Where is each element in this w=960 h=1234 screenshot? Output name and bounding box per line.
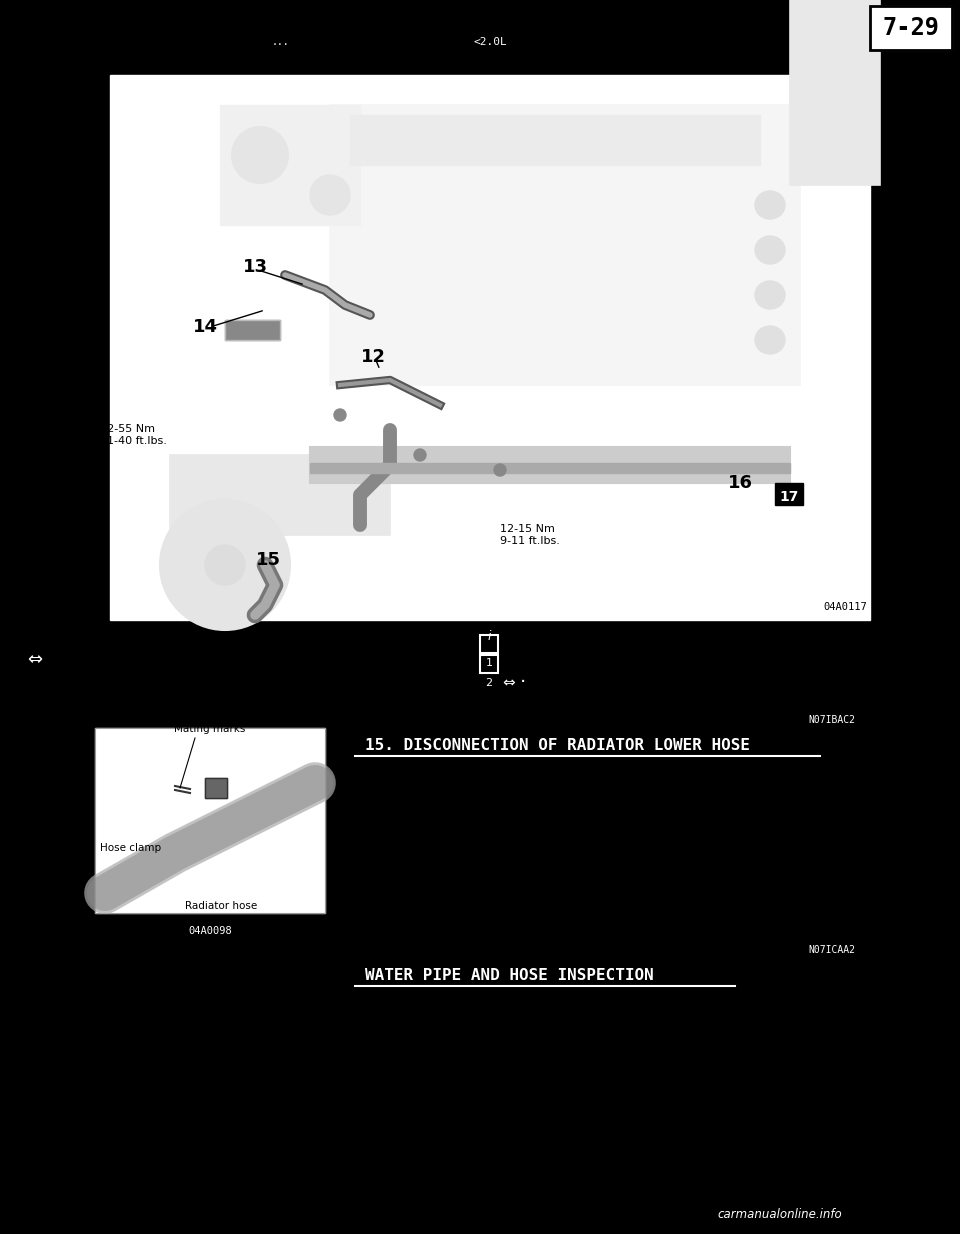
Text: 2: 2 (486, 677, 492, 689)
Ellipse shape (755, 281, 785, 308)
Text: Hose clamp: Hose clamp (100, 843, 161, 853)
Bar (225, 320, 280, 341)
Text: 13: 13 (243, 258, 268, 276)
Bar (95, 728, 325, 913)
Text: 04A0117: 04A0117 (824, 602, 867, 612)
Text: 14: 14 (193, 318, 218, 336)
Circle shape (494, 464, 506, 476)
Bar (110, 75, 870, 619)
Text: ⇔: ⇔ (502, 675, 515, 691)
Text: Mating marks: Mating marks (175, 724, 246, 734)
Text: 12: 12 (361, 348, 386, 366)
Text: N07IBAC2: N07IBAC2 (808, 714, 855, 726)
Text: 42-55 Nm
31-40 ft.lbs.: 42-55 Nm 31-40 ft.lbs. (100, 424, 167, 445)
Text: Radiator hose: Radiator hose (185, 901, 257, 911)
Bar (0, 0, 60, 1234)
Circle shape (232, 127, 288, 183)
Text: 17: 17 (780, 490, 799, 503)
Circle shape (334, 408, 346, 421)
Bar (205, 777, 227, 798)
Text: 16: 16 (728, 474, 753, 492)
Bar (310, 447, 790, 482)
Text: 15: 15 (255, 552, 280, 569)
Bar (220, 105, 360, 225)
Text: i: i (488, 631, 491, 643)
Bar (790, 0, 880, 185)
Bar (350, 115, 760, 165)
Circle shape (205, 545, 245, 585)
Text: carmanualonline.info: carmanualonline.info (718, 1208, 842, 1222)
Bar (310, 463, 790, 473)
Bar (330, 105, 800, 385)
Ellipse shape (755, 191, 785, 218)
Circle shape (310, 175, 350, 215)
Bar (480, 636, 498, 653)
Bar (225, 320, 280, 341)
Ellipse shape (755, 326, 785, 354)
Bar (205, 777, 227, 798)
Text: <2.0L: <2.0L (473, 37, 507, 47)
Text: ...: ... (271, 37, 289, 47)
Bar (95, 728, 325, 913)
Text: 12-15 Nm
9-11 ft.lbs.: 12-15 Nm 9-11 ft.lbs. (500, 524, 560, 545)
Text: N07ICAA2: N07ICAA2 (808, 945, 855, 955)
Circle shape (160, 500, 290, 631)
Bar (480, 655, 498, 673)
Text: 15. DISCONNECTION OF RADIATOR LOWER HOSE: 15. DISCONNECTION OF RADIATOR LOWER HOSE (365, 738, 750, 753)
Text: .: . (520, 668, 526, 686)
Bar (870, 6, 952, 51)
Circle shape (414, 449, 426, 462)
Text: 04A0098: 04A0098 (188, 926, 232, 937)
Bar (870, 6, 952, 51)
Text: 1: 1 (486, 658, 492, 668)
Text: WATER PIPE AND HOSE INSPECTION: WATER PIPE AND HOSE INSPECTION (365, 967, 654, 982)
Ellipse shape (755, 236, 785, 264)
Text: 7-29: 7-29 (882, 16, 940, 39)
Text: ⇔: ⇔ (28, 652, 42, 669)
Bar (775, 482, 803, 505)
Bar (170, 455, 390, 536)
